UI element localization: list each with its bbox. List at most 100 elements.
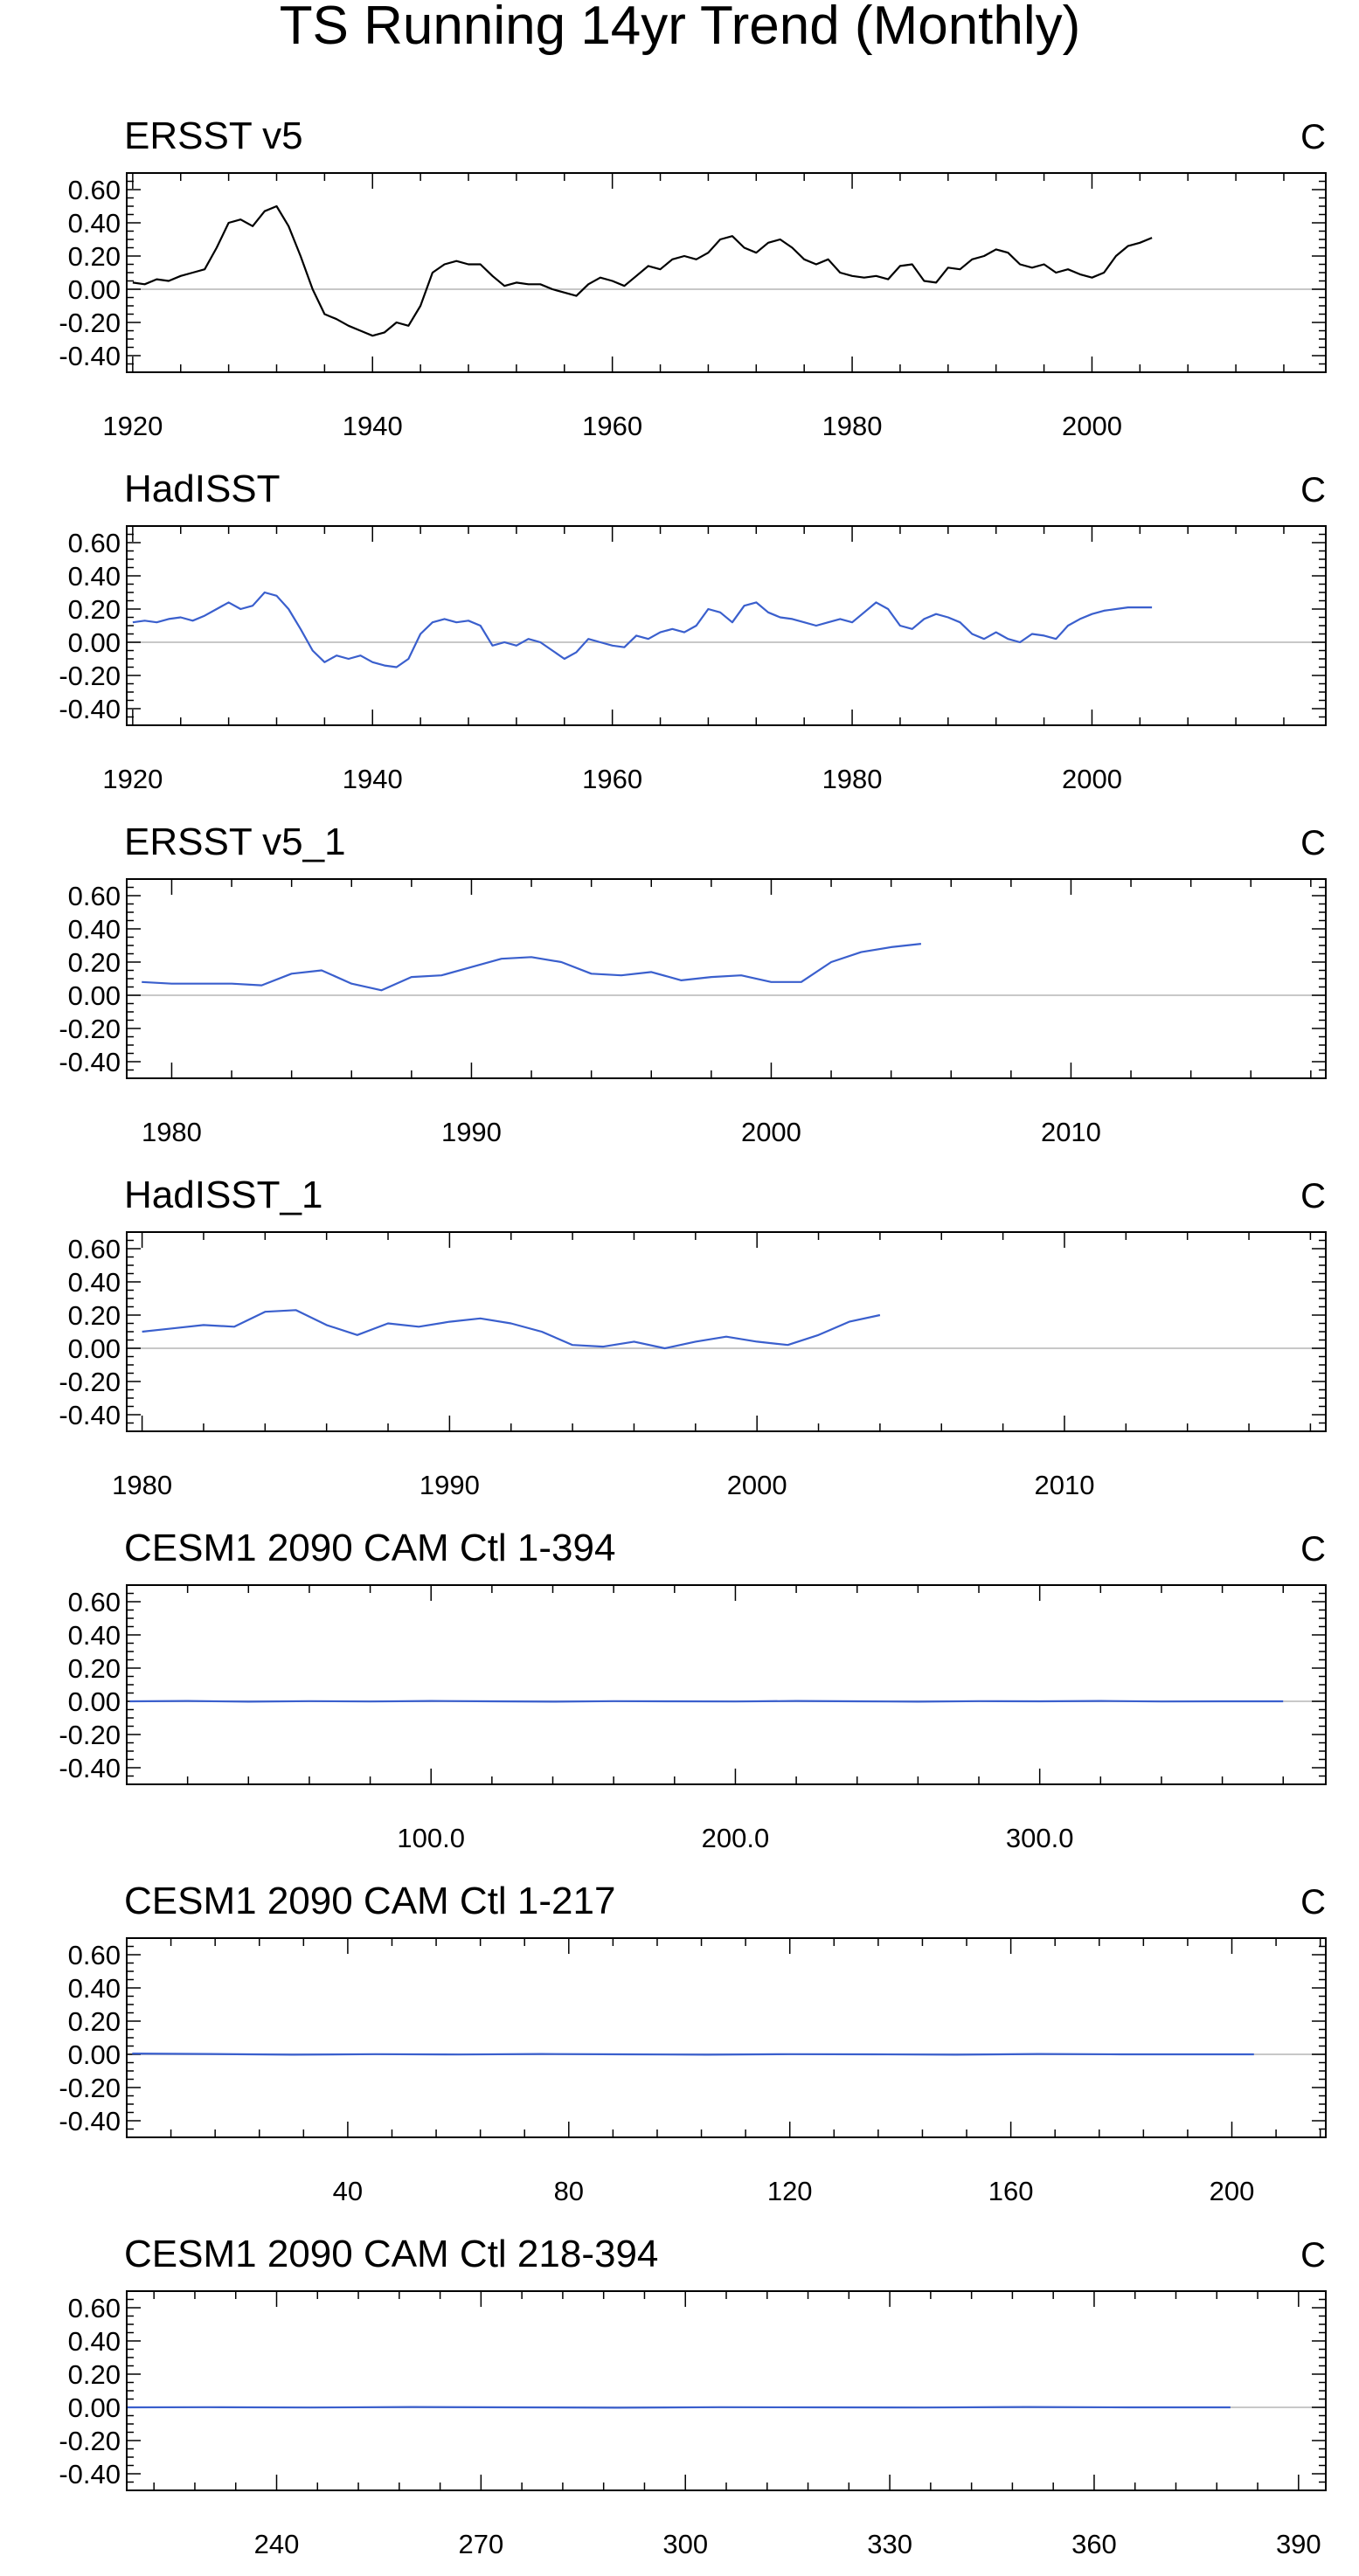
chart-panel-6: CESM1 2090 CAM Ctl 1-217 C-0.40-0.200.000… bbox=[59, 1880, 1327, 2206]
x-tick-label: 120 bbox=[767, 2176, 813, 2206]
plot-frame bbox=[126, 1937, 1327, 2138]
y-tick-label: -0.40 bbox=[59, 694, 121, 724]
y-tick-label: 0.60 bbox=[68, 1234, 121, 1264]
y-tick-label: 0.20 bbox=[68, 1653, 121, 1684]
y-tick-label: 0.00 bbox=[68, 2392, 121, 2423]
y-tick-label: -0.40 bbox=[59, 2106, 121, 2136]
x-tick-label: 300 bbox=[662, 2529, 708, 2559]
y-tick-label: 0.40 bbox=[68, 1267, 121, 1298]
panel-units: C bbox=[1300, 118, 1326, 156]
figure-title: TS Running 14yr Trend (Monthly) bbox=[280, 0, 1081, 56]
series-line bbox=[142, 1309, 881, 1350]
panel-units: C bbox=[1300, 1883, 1326, 1922]
y-tick-label: 0.60 bbox=[68, 2293, 121, 2323]
chart-panel-4: HadISST_1 C -0.40-0.200.000.200.400.60 1980… bbox=[59, 1174, 1327, 1500]
y-tick-label: 0.20 bbox=[68, 2006, 121, 2037]
x-tick-label: 2000 bbox=[741, 1117, 801, 1147]
y-tick-label: -0.40 bbox=[59, 1400, 121, 1430]
series-line bbox=[129, 1700, 1284, 1703]
x-tick-label: 1990 bbox=[441, 1117, 502, 1147]
y-tick-label: -0.40 bbox=[59, 1047, 121, 1077]
plot-frame bbox=[126, 1231, 1327, 1432]
y-tick-label: 0.40 bbox=[68, 561, 121, 592]
x-tick-label: 100.0 bbox=[397, 1823, 465, 1853]
y-tick-label: 0.20 bbox=[68, 947, 121, 978]
y-tick-label: -0.40 bbox=[59, 341, 121, 371]
x-tick-label: 1980 bbox=[142, 1117, 202, 1147]
y-tick-label: 0.00 bbox=[68, 627, 121, 658]
x-tick-label: 80 bbox=[554, 2176, 584, 2206]
y-tick-label: 0.00 bbox=[68, 980, 121, 1011]
x-tick-label: 160 bbox=[988, 2176, 1034, 2206]
y-tick-label: 0.00 bbox=[68, 1686, 121, 1717]
panel-title: CESM1 2090 CAM Ctl 1-394 bbox=[124, 1527, 615, 1569]
panel-title: ERSST v5 bbox=[124, 114, 303, 157]
x-tick-label: 2010 bbox=[1034, 1470, 1094, 1500]
y-tick-label: -0.20 bbox=[59, 1720, 121, 1750]
panel-title: CESM1 2090 CAM Ctl 1-217 bbox=[124, 1880, 615, 1922]
x-tick-label: 240 bbox=[254, 2529, 300, 2559]
panel-units: C bbox=[1300, 1530, 1326, 1568]
x-tick-label: 200.0 bbox=[702, 1823, 770, 1853]
panel-units: C bbox=[1300, 1177, 1326, 1215]
chart-panel-2: HadISST C -0.40-0.200.000.200.400.60 1920 19… bbox=[59, 467, 1327, 794]
y-tick-label: 0.20 bbox=[68, 594, 121, 625]
y-tick-label: 0.20 bbox=[68, 2359, 121, 2390]
y-tick-label: -0.40 bbox=[59, 2459, 121, 2489]
y-tick-label: 0.40 bbox=[68, 1973, 121, 2004]
x-tick-label: 40 bbox=[333, 2176, 363, 2206]
plot-frame bbox=[126, 2290, 1327, 2491]
x-tick-label: 1960 bbox=[582, 411, 642, 441]
y-tick-label: 0.60 bbox=[68, 1940, 121, 1970]
x-tick-label: 1920 bbox=[102, 411, 163, 441]
y-tick-label: 0.40 bbox=[68, 208, 121, 239]
y-tick-label: -0.20 bbox=[59, 308, 121, 338]
y-tick-label: -0.20 bbox=[59, 661, 121, 691]
plot-frame bbox=[126, 1584, 1327, 1785]
chart-panel-7: CESM1 2090 CAM Ctl 218-394 C -0.40-0.200.0… bbox=[59, 2233, 1327, 2559]
x-tick-label: 1990 bbox=[419, 1470, 480, 1500]
series-line bbox=[132, 591, 1153, 668]
panel-title: CESM1 2090 CAM Ctl 218-394 bbox=[124, 2233, 658, 2275]
y-tick-label: 0.20 bbox=[68, 241, 121, 272]
x-tick-label: 1920 bbox=[102, 764, 163, 794]
y-tick-label: 0.60 bbox=[68, 1587, 121, 1617]
x-tick-label: 1980 bbox=[822, 411, 883, 441]
x-tick-label: 2000 bbox=[727, 1470, 787, 1500]
y-tick-label: -0.40 bbox=[59, 1753, 121, 1783]
plot-frame bbox=[126, 525, 1327, 726]
x-tick-label: 2010 bbox=[1041, 1117, 1101, 1147]
y-tick-label: 0.40 bbox=[68, 914, 121, 945]
series-line bbox=[142, 943, 922, 992]
y-tick-label: 0.00 bbox=[68, 2039, 121, 2070]
y-tick-label: 0.60 bbox=[68, 881, 121, 911]
panel-units: C bbox=[1300, 471, 1326, 509]
x-tick-label: 1960 bbox=[582, 764, 642, 794]
y-tick-label: -0.20 bbox=[59, 1014, 121, 1044]
x-tick-label: 200 bbox=[1210, 2176, 1255, 2206]
y-tick-label: 0.40 bbox=[68, 1620, 121, 1651]
series-line bbox=[126, 2406, 1231, 2409]
panel-title: HadISST_1 bbox=[124, 1174, 322, 1216]
x-tick-label: 360 bbox=[1071, 2529, 1117, 2559]
x-tick-label: 1940 bbox=[343, 764, 403, 794]
chart-panel-3: ERSST v5_1 C -0.40-0.200.000.200.400.60 198… bbox=[59, 821, 1327, 1147]
x-tick-label: 390 bbox=[1276, 2529, 1321, 2559]
plot-frame bbox=[126, 878, 1327, 1079]
panel-title: HadISST bbox=[124, 467, 281, 510]
x-tick-label: 270 bbox=[458, 2529, 503, 2559]
chart-panel-5: CESM1 2090 CAM Ctl 1-394 C-0.40-0.200.000… bbox=[59, 1527, 1327, 1853]
y-tick-label: -0.20 bbox=[59, 1367, 121, 1397]
panel-units: C bbox=[1300, 824, 1326, 862]
x-tick-label: 2000 bbox=[1062, 764, 1122, 794]
x-tick-label: 1980 bbox=[822, 764, 883, 794]
y-tick-label: 0.60 bbox=[68, 528, 121, 558]
x-tick-label: 2000 bbox=[1062, 411, 1122, 441]
y-tick-label: 0.40 bbox=[68, 2326, 121, 2357]
panel-title: ERSST v5_1 bbox=[124, 821, 346, 863]
chart-panel-1: ERSST v5 C -0.40-0.200.000.200.400.60 1920 1… bbox=[59, 114, 1327, 441]
panel-units: C bbox=[1300, 2236, 1326, 2275]
x-tick-label: 1980 bbox=[112, 1470, 172, 1500]
